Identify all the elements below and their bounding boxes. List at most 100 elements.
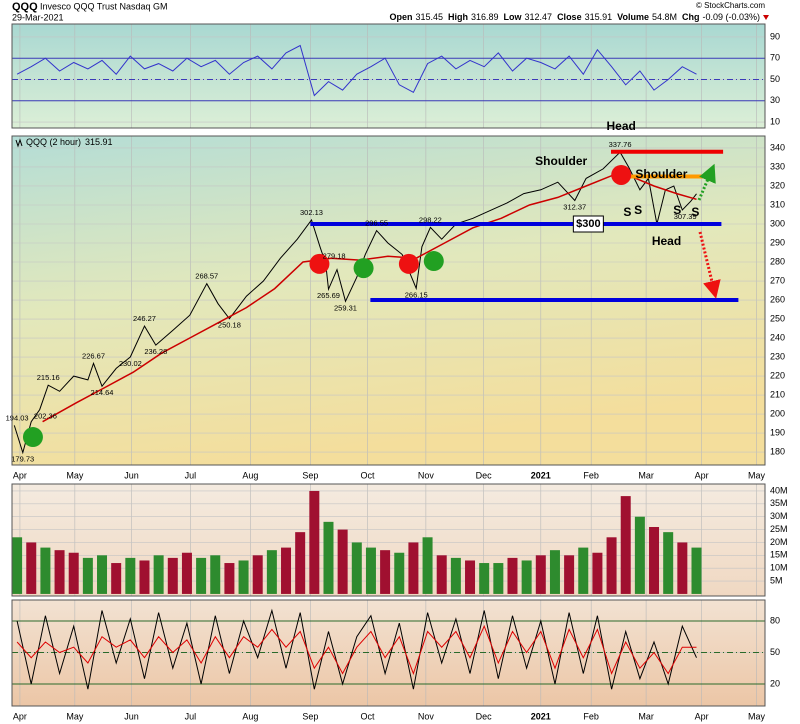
volume-bar xyxy=(649,526,660,594)
signal-dot xyxy=(423,251,444,272)
volume-bar xyxy=(663,532,674,594)
quote-label: Low xyxy=(504,12,523,22)
x-tick-label: Apr xyxy=(695,470,709,480)
credit: © StockCharts.com xyxy=(696,1,765,10)
volume-bar xyxy=(82,557,93,594)
annotation: Shoulder xyxy=(535,154,587,168)
volume-bar xyxy=(606,537,617,594)
panel-background xyxy=(12,24,765,128)
volume-bar xyxy=(351,542,362,594)
volume-bar xyxy=(677,542,688,594)
price-label: 236.28 xyxy=(144,347,167,356)
legend-icon xyxy=(15,138,23,148)
y-tick-label: 240 xyxy=(770,332,785,342)
price-label: 215.16 xyxy=(37,373,60,382)
volume-bar xyxy=(196,557,207,594)
signal-dot xyxy=(22,427,43,448)
x-tick-label: May xyxy=(748,470,766,480)
y-tick-label: 200 xyxy=(770,408,785,418)
volume-bar xyxy=(309,490,320,594)
signal-dot xyxy=(611,164,632,185)
volume-bar xyxy=(620,496,631,594)
volume-bar xyxy=(507,557,518,594)
volume-bar xyxy=(450,557,461,594)
annotation: Head xyxy=(607,119,636,133)
y-tick-label: 250 xyxy=(770,313,785,323)
x-tick-label: Jun xyxy=(124,470,139,480)
date: 29-Mar-2021 xyxy=(12,12,64,22)
security-name: Invesco QQQ Trust Nasdaq GM xyxy=(40,1,168,11)
x-tick-label: Jun xyxy=(124,711,139,721)
volume-bar xyxy=(295,532,306,594)
price-label: 250.18 xyxy=(218,321,241,330)
x-tick-label: 2021 xyxy=(531,711,551,721)
quote-value: 312.47 xyxy=(525,12,553,22)
y-tick-label: 310 xyxy=(770,199,785,209)
y-tick-label: 30 xyxy=(770,95,780,105)
y-tick-label: 50 xyxy=(770,647,780,657)
quote-value: -0.09 (-0.03%) xyxy=(702,12,760,22)
y-tick-label: 270 xyxy=(770,275,785,285)
x-tick-label: Mar xyxy=(638,711,654,721)
volume-bar xyxy=(125,557,136,594)
quote-label: Close xyxy=(557,12,582,22)
y-tick-label: 190 xyxy=(770,427,785,437)
x-tick-label: Apr xyxy=(13,470,27,480)
y-tick-label: 10 xyxy=(770,116,780,126)
panel-border xyxy=(11,483,766,597)
y-tick-label: 80 xyxy=(770,615,780,625)
volume-bar xyxy=(210,555,221,594)
change-arrow xyxy=(763,15,769,20)
price-label: 265.69 xyxy=(317,291,340,300)
series-line xyxy=(16,44,697,97)
annotation: S xyxy=(623,205,631,219)
volume-bar xyxy=(26,542,37,594)
panel-border xyxy=(11,23,766,129)
price-label: 179.73 xyxy=(11,455,34,464)
x-tick-label: Nov xyxy=(418,711,435,721)
volume-bar xyxy=(54,550,65,594)
quote-label: Chg xyxy=(682,12,700,22)
price-label: 296.55 xyxy=(365,219,388,228)
price-label: 230.02 xyxy=(119,359,142,368)
price-label: 268.57 xyxy=(195,272,218,281)
y-tick-label: 40M xyxy=(770,485,788,495)
volume-bar xyxy=(323,521,334,594)
y-tick-label: 70 xyxy=(770,53,780,63)
annotation: Head xyxy=(652,234,681,248)
volume-bar xyxy=(252,555,263,594)
up-arrow xyxy=(697,163,716,201)
price-label: 259.31 xyxy=(334,303,357,312)
x-tick-label: May xyxy=(66,711,84,721)
quote-label: High xyxy=(448,12,468,22)
volume-bar xyxy=(549,550,560,594)
signal-dot xyxy=(398,253,419,274)
y-tick-label: 90 xyxy=(770,31,780,41)
y-tick-label: 330 xyxy=(770,161,785,171)
legend-name: QQQ (2 hour) xyxy=(26,137,81,147)
y-tick-label: 15M xyxy=(770,550,788,560)
price-label: 298.22 xyxy=(419,215,442,224)
x-tick-label: Aug xyxy=(242,711,258,721)
x-tick-label: May xyxy=(748,711,766,721)
volume-bar xyxy=(521,560,532,594)
y-tick-label: 5M xyxy=(770,575,783,585)
annotation: S xyxy=(673,203,681,217)
price-label: 312.37 xyxy=(563,202,586,211)
volume-bar xyxy=(535,555,546,594)
signal-dot xyxy=(353,258,374,279)
y-tick-label: 10M xyxy=(770,563,788,573)
y-tick-label: 260 xyxy=(770,294,785,304)
x-tick-label: Sep xyxy=(302,470,318,480)
volume-bar xyxy=(493,563,504,594)
volume-bar xyxy=(479,563,490,594)
x-tick-label: Jul xyxy=(185,711,197,721)
annotation: S xyxy=(634,203,642,217)
legend: QQQ (2 hour) 315.91 xyxy=(26,137,113,147)
y-tick-label: 20M xyxy=(770,537,788,547)
volume-bar xyxy=(380,550,391,594)
symbol: QQQ xyxy=(12,1,38,13)
volume-bar xyxy=(224,563,235,594)
